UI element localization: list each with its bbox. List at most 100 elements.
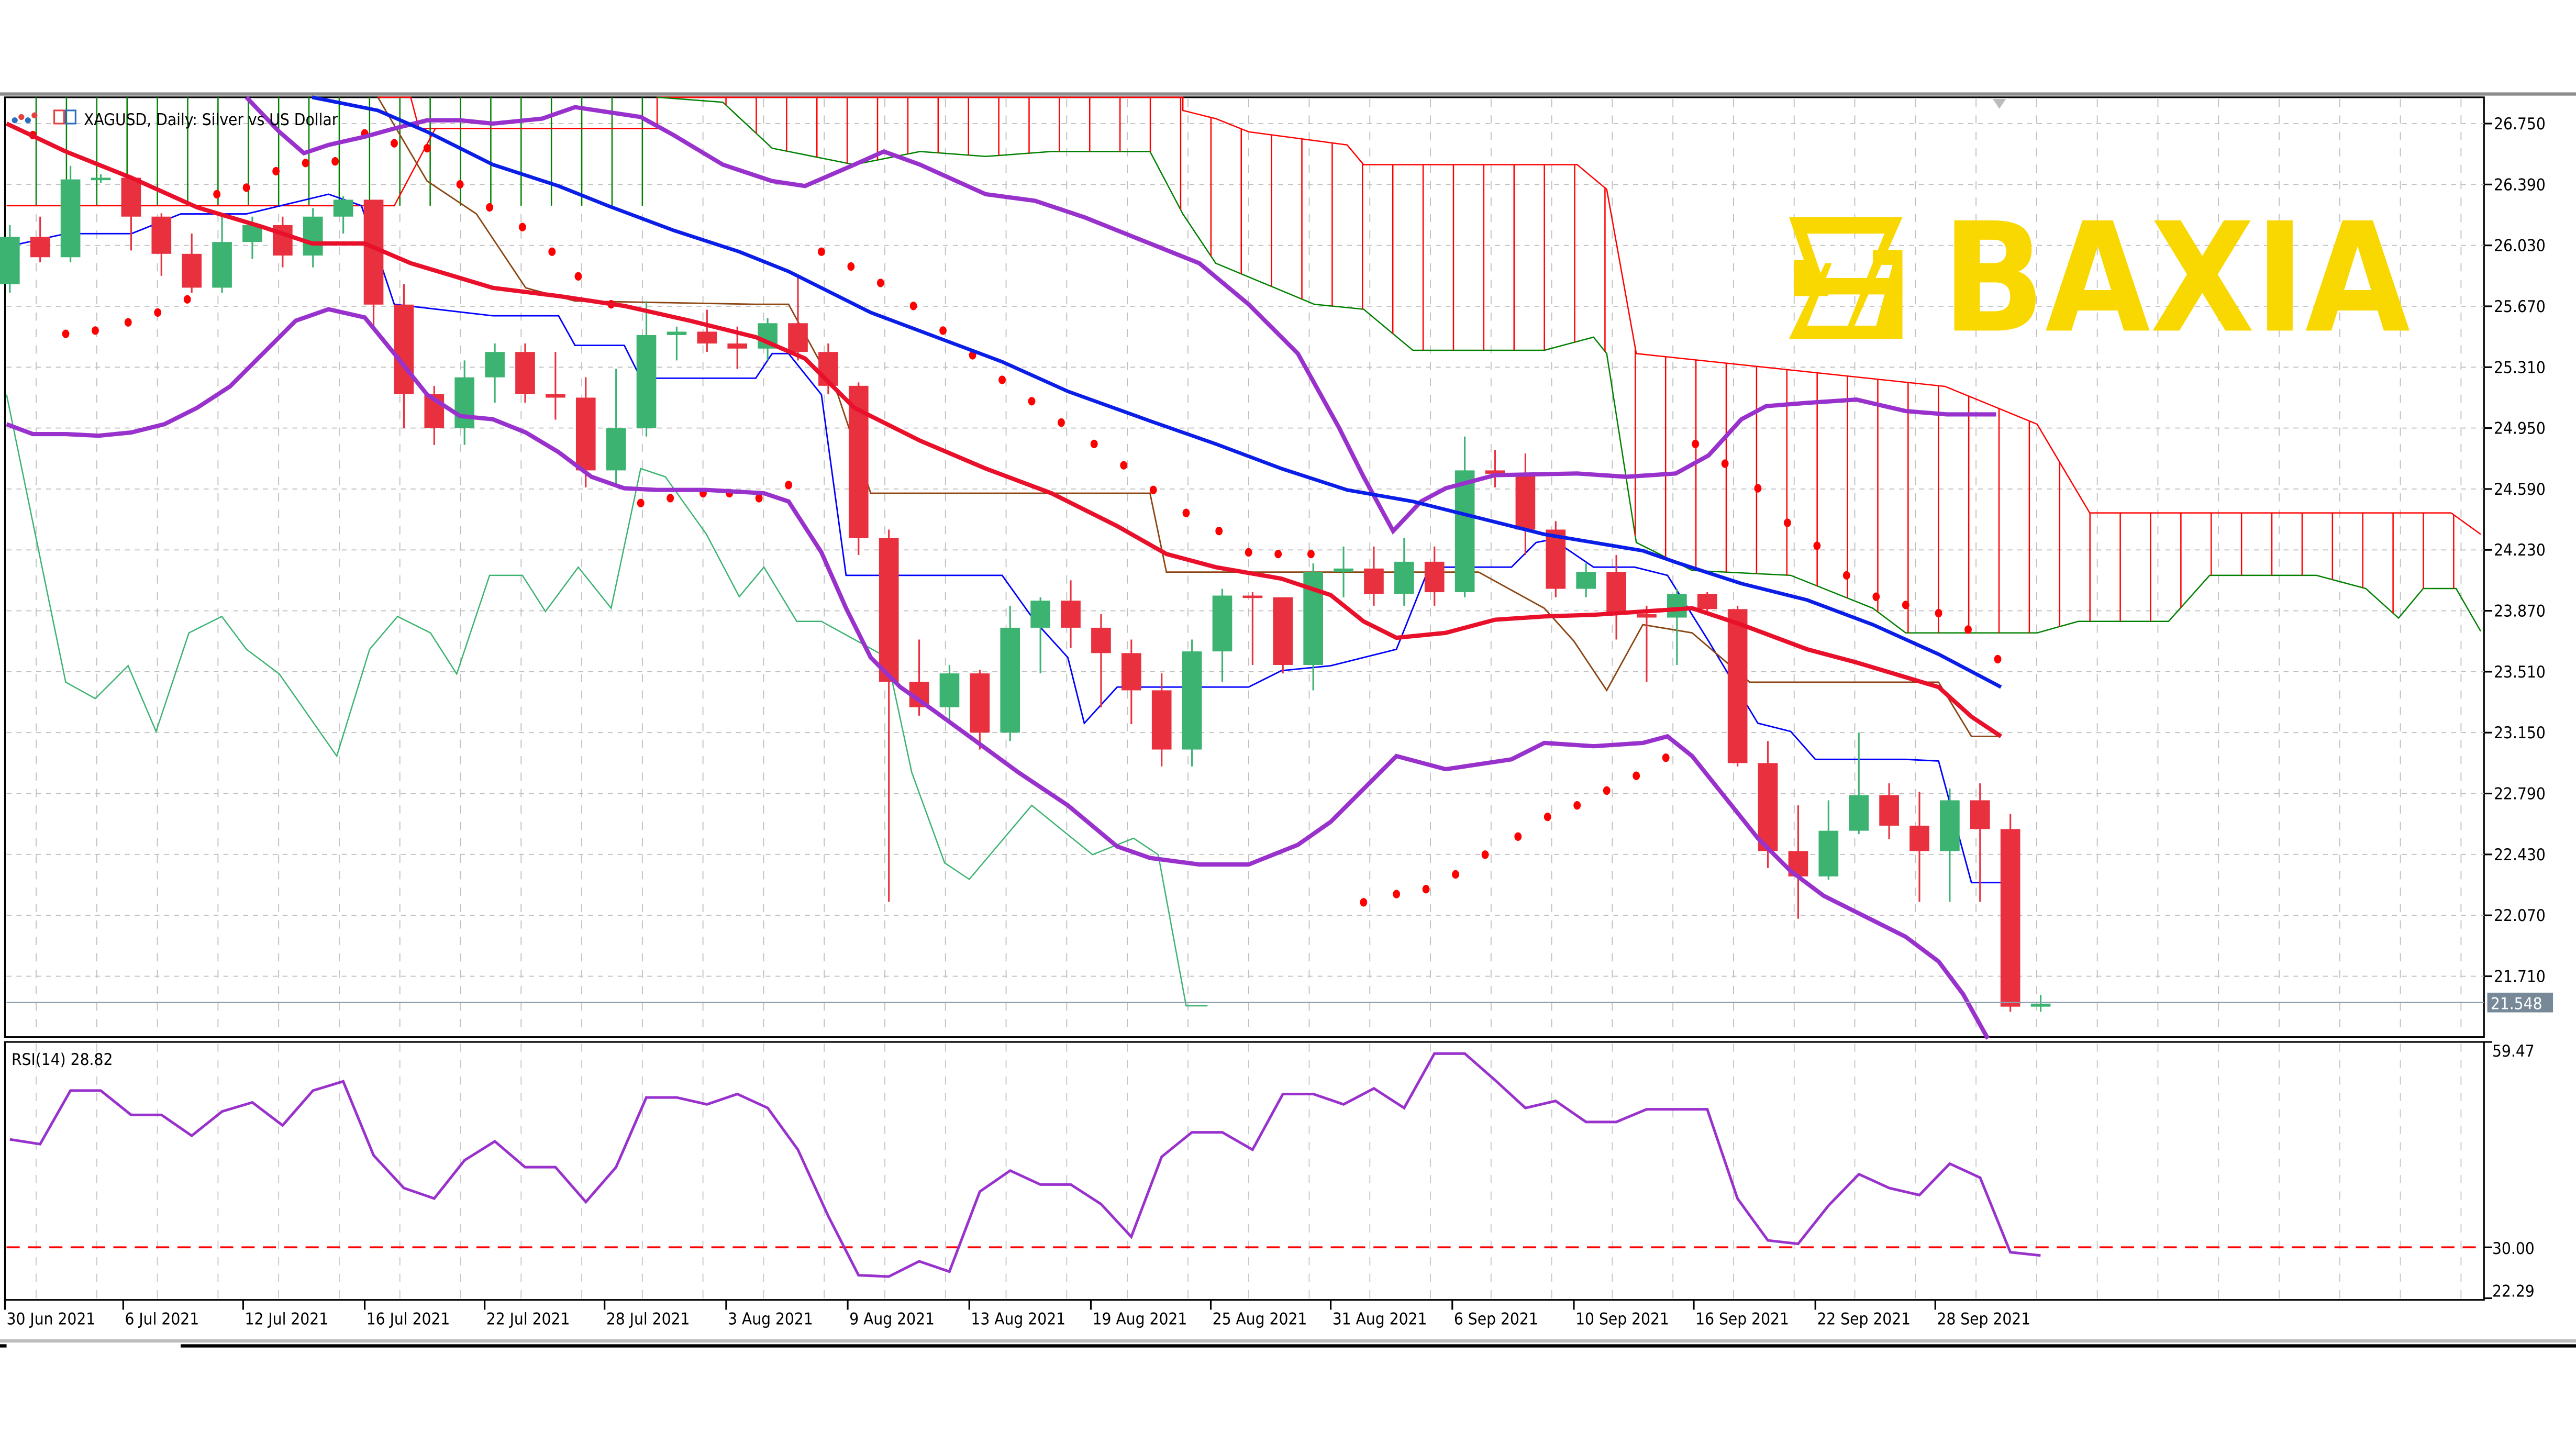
rsi-axis: 59.47 30.00 22.29 bbox=[2484, 1041, 2535, 1301]
psar-dot bbox=[1215, 527, 1223, 536]
candle-bull bbox=[303, 216, 323, 256]
time-tick-label: 6 Sep 2021 bbox=[1454, 1310, 1538, 1329]
time-tick-label: 16 Jul 2021 bbox=[367, 1310, 450, 1329]
candle-bull bbox=[1030, 601, 1050, 628]
baxia-logo: BAXIA bbox=[1789, 191, 2411, 367]
psar-dot bbox=[272, 167, 280, 176]
time-tick-label: 16 Sep 2021 bbox=[1695, 1310, 1789, 1329]
parabolic-sar-dots bbox=[29, 129, 2002, 907]
price-tick-label: 22.430 bbox=[2494, 846, 2546, 864]
rsi-tick-max: 59.47 bbox=[2492, 1042, 2535, 1061]
psar-dot bbox=[154, 308, 162, 317]
candle-bear bbox=[1727, 609, 1748, 763]
rsi-panel-frame bbox=[4, 1041, 2485, 1301]
psar-dot bbox=[1422, 885, 1430, 894]
baxia-logo-text: BAXIA bbox=[1942, 191, 2411, 367]
candle-bear bbox=[1909, 825, 1929, 851]
candle-bull bbox=[1334, 568, 1353, 572]
candle-bear bbox=[1151, 690, 1172, 750]
candle-bear bbox=[2000, 829, 2020, 1007]
candle-bear bbox=[546, 394, 565, 398]
time-tick-label: 9 Aug 2021 bbox=[849, 1310, 935, 1329]
candle-bull bbox=[939, 673, 960, 707]
candle-bull bbox=[212, 242, 232, 288]
candle-bull bbox=[1394, 561, 1414, 594]
baxia-logo-icon bbox=[1789, 217, 1903, 339]
time-tick-label: 28 Jul 2021 bbox=[606, 1310, 690, 1329]
psar-dot bbox=[1274, 549, 1282, 559]
candle-bull bbox=[0, 237, 20, 284]
price-tick-label: 24.950 bbox=[2494, 419, 2546, 438]
candle-bear bbox=[1697, 594, 1717, 609]
tenkan-sen bbox=[6, 193, 2001, 884]
psar-dot bbox=[1662, 753, 1670, 762]
psar-dot bbox=[1872, 592, 1880, 601]
candle-bull bbox=[1818, 830, 1839, 876]
price-tick-label: 24.590 bbox=[2494, 480, 2546, 499]
psar-dot bbox=[486, 203, 493, 212]
psar-dot bbox=[574, 272, 582, 281]
price-tick-label: 25.310 bbox=[2494, 358, 2546, 377]
rsi-line bbox=[9, 1052, 2041, 1278]
senkou-span-a bbox=[377, 96, 2481, 535]
psar-dot bbox=[302, 159, 309, 168]
time-tick-label: 28 Sep 2021 bbox=[1937, 1310, 2030, 1329]
psar-dot bbox=[1935, 608, 1942, 618]
candle-bear bbox=[151, 216, 172, 254]
psar-dot bbox=[1120, 461, 1128, 470]
candle-bear bbox=[1061, 601, 1081, 628]
price-tick-label: 24.230 bbox=[2494, 541, 2546, 560]
candle-bull bbox=[1667, 594, 1687, 618]
psar-dot bbox=[1360, 898, 1368, 907]
psar-dot bbox=[213, 190, 221, 199]
price-tick-label: 26.390 bbox=[2494, 175, 2546, 194]
psar-dot bbox=[1994, 654, 2002, 664]
time-tick-label: 12 Jul 2021 bbox=[245, 1310, 329, 1329]
candle-bull bbox=[2030, 1003, 2051, 1007]
psar-dot bbox=[939, 326, 947, 335]
candle-bear bbox=[1273, 597, 1293, 665]
moving-averages bbox=[5, 95, 2003, 738]
psar-dot bbox=[1573, 801, 1581, 810]
candle-bull bbox=[60, 179, 81, 258]
psar-dot bbox=[1964, 625, 1972, 634]
candle-bear bbox=[575, 397, 596, 471]
candle-bull bbox=[667, 331, 687, 335]
psar-dot bbox=[1754, 484, 1762, 493]
candle-bear bbox=[515, 352, 535, 394]
psar-dot bbox=[876, 279, 884, 287]
time-axis: 30 Jun 2021 6 Jul 2021 12 Jul 2021 16 Jul 2… bbox=[4, 1300, 2030, 1329]
psar-dot bbox=[548, 247, 556, 256]
time-tick-label: 30 Jun 2021 bbox=[7, 1310, 96, 1329]
candle-bear bbox=[727, 343, 748, 349]
candle-bear bbox=[970, 673, 990, 733]
psar-dot bbox=[1452, 870, 1459, 879]
price-panel-frame bbox=[4, 96, 2485, 1038]
candle-bear bbox=[182, 253, 202, 288]
candle-bull bbox=[1940, 800, 1960, 851]
price-tick-label: 26.030 bbox=[2494, 237, 2546, 256]
candle-bear bbox=[1091, 627, 1111, 653]
indicator-icon bbox=[12, 112, 38, 124]
psar-dot bbox=[1028, 397, 1036, 406]
candle-bear bbox=[1515, 473, 1536, 530]
time-tick-label: 25 Aug 2021 bbox=[1213, 1310, 1307, 1329]
chart-title: XAGUSD, Daily: Silver vs US Dollar bbox=[84, 110, 338, 129]
candle-bear bbox=[1242, 595, 1263, 598]
rsi-label: RSI(14) 28.82 bbox=[12, 1050, 113, 1069]
rsi-tick-30: 30.00 bbox=[2492, 1239, 2535, 1258]
time-tick-label: 13 Aug 2021 bbox=[971, 1310, 1065, 1329]
psar-dot bbox=[62, 329, 70, 338]
price-axis: 26.750 26.390 26.030 25.670 25.310 24.950 24.5… bbox=[2484, 115, 2546, 986]
time-tick-label: 22 Jul 2021 bbox=[486, 1310, 570, 1329]
chart-shift-marker[interactable] bbox=[1993, 98, 2006, 109]
price-tick-label: 26.750 bbox=[2494, 115, 2546, 134]
bottom-scrollbar-line bbox=[181, 1344, 2576, 1348]
time-tick-label: 31 Aug 2021 bbox=[1333, 1310, 1427, 1329]
candle-bull bbox=[1212, 595, 1233, 652]
psar-dot bbox=[1692, 439, 1700, 449]
psar-dot bbox=[391, 139, 398, 148]
bollinger-lower bbox=[6, 307, 1990, 1040]
candle-bull bbox=[1849, 795, 1869, 831]
